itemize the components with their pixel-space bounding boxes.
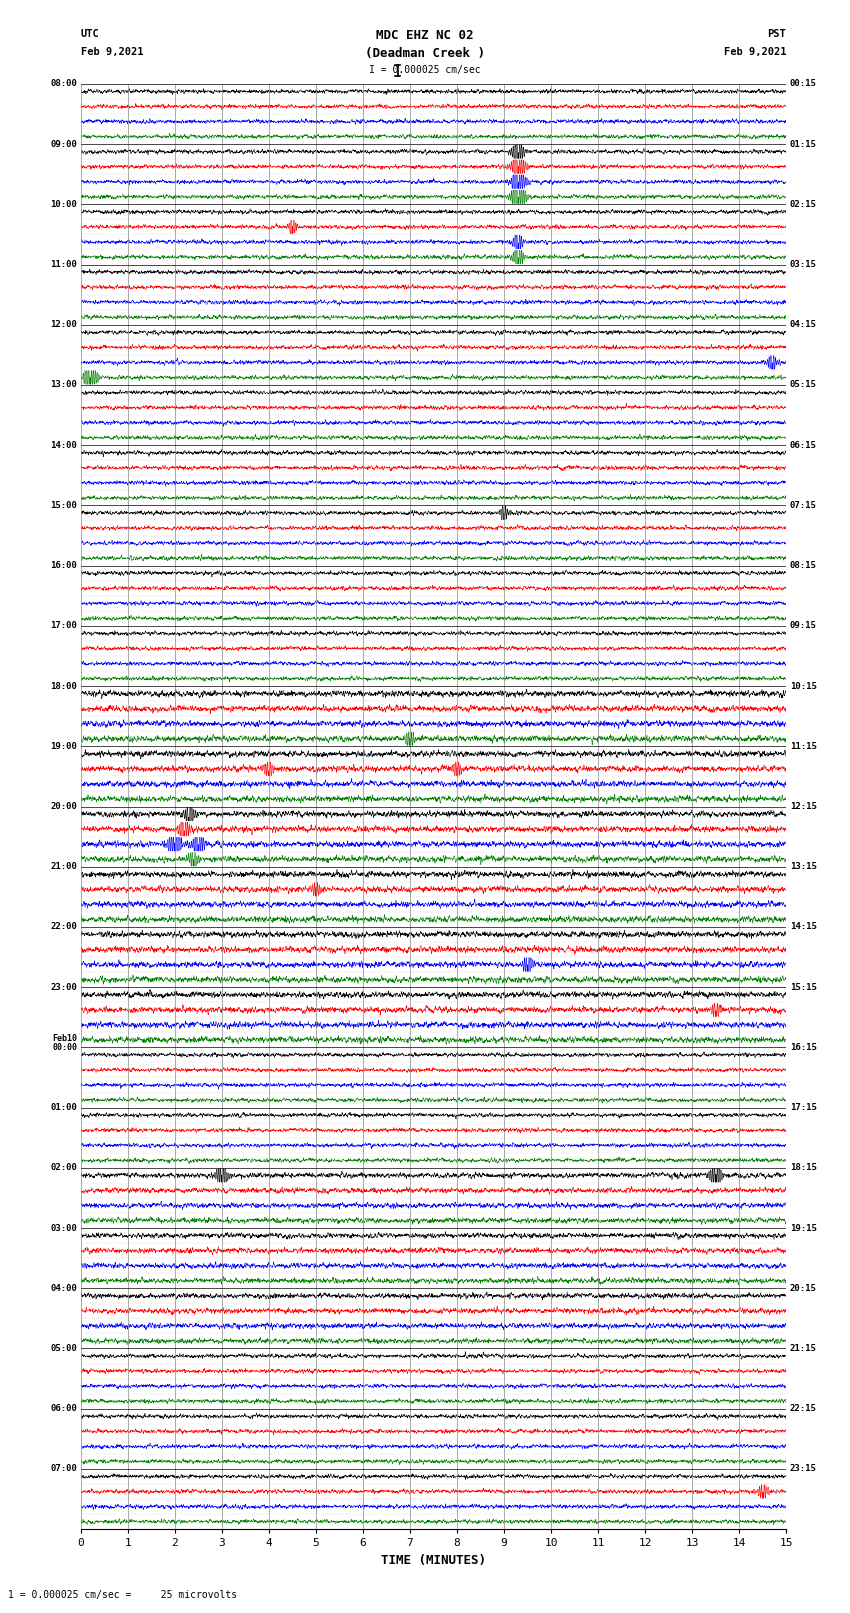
Text: 1 = 0.000025 cm/sec =     25 microvolts: 1 = 0.000025 cm/sec = 25 microvolts bbox=[8, 1590, 238, 1600]
Text: 13:00: 13:00 bbox=[50, 381, 77, 389]
Text: 17:15: 17:15 bbox=[790, 1103, 817, 1111]
Text: Feb10: Feb10 bbox=[53, 1034, 77, 1042]
Text: 07:00: 07:00 bbox=[50, 1465, 77, 1473]
Text: 23:00: 23:00 bbox=[50, 982, 77, 992]
Text: PST: PST bbox=[768, 29, 786, 39]
Text: 16:00: 16:00 bbox=[50, 561, 77, 569]
Text: 02:15: 02:15 bbox=[790, 200, 817, 208]
Text: 12:15: 12:15 bbox=[790, 802, 817, 811]
Text: 14:15: 14:15 bbox=[790, 923, 817, 931]
Text: 12:00: 12:00 bbox=[50, 321, 77, 329]
Text: 06:15: 06:15 bbox=[790, 440, 817, 450]
Text: 09:00: 09:00 bbox=[50, 140, 77, 148]
Text: 00:15: 00:15 bbox=[790, 79, 817, 89]
Text: 03:00: 03:00 bbox=[50, 1224, 77, 1232]
Text: 13:15: 13:15 bbox=[790, 863, 817, 871]
Text: UTC: UTC bbox=[81, 29, 99, 39]
Text: (Deadman Creek ): (Deadman Creek ) bbox=[365, 47, 485, 60]
Text: 01:00: 01:00 bbox=[50, 1103, 77, 1111]
Text: 02:00: 02:00 bbox=[50, 1163, 77, 1173]
Text: Feb 9,2021: Feb 9,2021 bbox=[81, 47, 144, 56]
Text: 23:15: 23:15 bbox=[790, 1465, 817, 1473]
Text: 04:00: 04:00 bbox=[50, 1284, 77, 1292]
Text: 07:15: 07:15 bbox=[790, 502, 817, 510]
Text: 04:15: 04:15 bbox=[790, 321, 817, 329]
Text: 20:00: 20:00 bbox=[50, 802, 77, 811]
Text: 22:15: 22:15 bbox=[790, 1405, 817, 1413]
Text: 06:00: 06:00 bbox=[50, 1405, 77, 1413]
Text: 19:15: 19:15 bbox=[790, 1224, 817, 1232]
Text: I = 0.000025 cm/sec: I = 0.000025 cm/sec bbox=[369, 65, 481, 74]
Text: 05:15: 05:15 bbox=[790, 381, 817, 389]
Text: 08:15: 08:15 bbox=[790, 561, 817, 569]
Text: 22:00: 22:00 bbox=[50, 923, 77, 931]
Text: 03:15: 03:15 bbox=[790, 260, 817, 269]
Text: 20:15: 20:15 bbox=[790, 1284, 817, 1292]
Text: 18:00: 18:00 bbox=[50, 682, 77, 690]
Text: 08:00: 08:00 bbox=[50, 79, 77, 89]
Text: 10:15: 10:15 bbox=[790, 682, 817, 690]
Text: 17:00: 17:00 bbox=[50, 621, 77, 631]
Text: 00:00: 00:00 bbox=[53, 1044, 77, 1052]
Text: 10:00: 10:00 bbox=[50, 200, 77, 208]
Text: Feb 9,2021: Feb 9,2021 bbox=[723, 47, 786, 56]
Text: 19:00: 19:00 bbox=[50, 742, 77, 750]
Text: 11:00: 11:00 bbox=[50, 260, 77, 269]
Text: 16:15: 16:15 bbox=[790, 1044, 817, 1052]
Text: 11:15: 11:15 bbox=[790, 742, 817, 750]
Text: 15:15: 15:15 bbox=[790, 982, 817, 992]
Text: 15:00: 15:00 bbox=[50, 502, 77, 510]
Text: 18:15: 18:15 bbox=[790, 1163, 817, 1173]
X-axis label: TIME (MINUTES): TIME (MINUTES) bbox=[381, 1553, 486, 1566]
Text: 14:00: 14:00 bbox=[50, 440, 77, 450]
Text: MDC EHZ NC 02: MDC EHZ NC 02 bbox=[377, 29, 473, 42]
Text: 05:00: 05:00 bbox=[50, 1344, 77, 1353]
Text: 21:00: 21:00 bbox=[50, 863, 77, 871]
Text: 21:15: 21:15 bbox=[790, 1344, 817, 1353]
Text: 01:15: 01:15 bbox=[790, 140, 817, 148]
Text: 09:15: 09:15 bbox=[790, 621, 817, 631]
